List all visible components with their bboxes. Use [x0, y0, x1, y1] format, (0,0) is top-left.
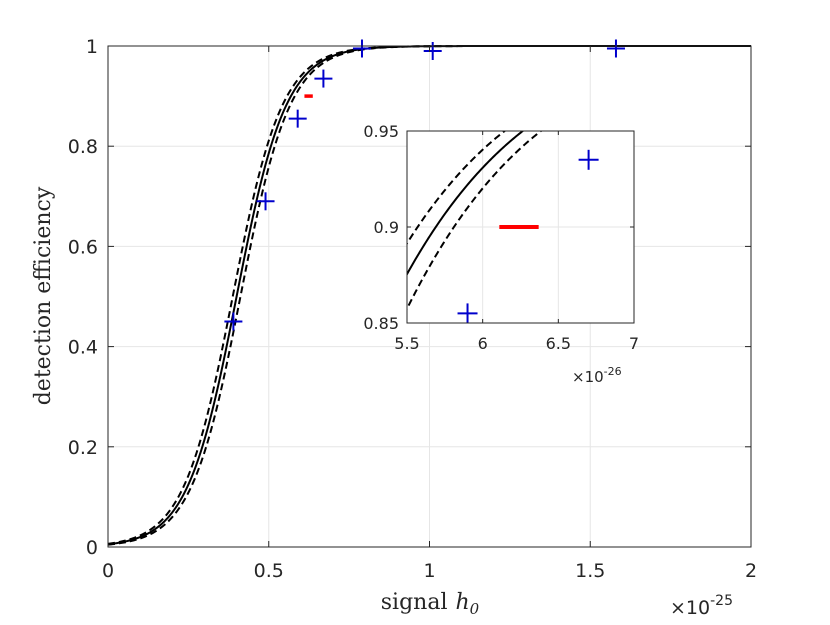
- inset-y-tick-label: 0.85: [363, 314, 399, 333]
- inset-x-tick-label: 6: [478, 334, 488, 353]
- inset-x-tick-label: 5.5: [394, 334, 419, 353]
- inset-data-point-marker: [578, 149, 599, 170]
- data-point-marker: [288, 109, 307, 128]
- inset-axes: 5.5 6 6.5 7 0.85 0.9 0.95 ×10-26: [363, 122, 639, 386]
- inset-fit-curve: [407, 131, 525, 277]
- inset-y-tick-labels: 0.85 0.9 0.95: [363, 122, 399, 333]
- data-point-marker: [314, 69, 333, 88]
- main-x-tick-label: 1.5: [575, 560, 605, 582]
- inset-ticks: [406, 130, 635, 324]
- inset-confidence-bound-curve: [407, 131, 543, 312]
- main-axes: 0 0.5 1 1.5 2 0 0.2 0.4 0.6 0.8 1 signal h0 detect…: [31, 36, 757, 619]
- main-y-tick-label: 1: [86, 36, 98, 58]
- main-ticks: [107, 45, 752, 548]
- main-x-tick-label: 0: [102, 560, 114, 582]
- main-x-tick-label: 1: [423, 560, 435, 582]
- data-point-marker: [256, 192, 275, 211]
- inset-markers: [457, 149, 599, 324]
- main-y-tick-label: 0: [86, 537, 98, 559]
- main-y-tick-label: 0.2: [68, 437, 98, 459]
- inset-x-tick-label: 7: [629, 334, 639, 353]
- main-y-tick-label: 0.4: [68, 337, 98, 359]
- x-axis-exponent: ×10-25: [670, 593, 733, 619]
- inset-x-axis-exponent: ×10-26: [572, 365, 622, 386]
- inset-confidence-bound-curve: [407, 131, 507, 246]
- main-markers: [224, 39, 625, 331]
- main-x-tick-labels: 0 0.5 1 1.5 2: [102, 560, 757, 582]
- inset-curves: [407, 131, 543, 312]
- inset-x-tick-label: 6.5: [546, 334, 571, 353]
- y-axis-label: detection efficiency: [31, 186, 56, 405]
- data-point-marker: [606, 39, 625, 58]
- main-x-tick-label: 0.5: [254, 560, 284, 582]
- data-point-marker: [224, 312, 243, 331]
- main-y-tick-labels: 0 0.2 0.4 0.6 0.8 1: [68, 36, 98, 559]
- inset-y-tick-label: 0.95: [363, 122, 399, 141]
- inset-data-point-marker: [457, 303, 478, 324]
- data-point-marker: [352, 39, 371, 58]
- main-x-tick-label: 2: [745, 560, 757, 582]
- inset-x-tick-labels: 5.5 6 6.5 7: [394, 334, 639, 353]
- data-point-marker: [423, 42, 442, 61]
- main-y-tick-label: 0.8: [68, 136, 98, 158]
- main-y-tick-label: 0.6: [68, 236, 98, 258]
- inset-y-tick-label: 0.9: [374, 218, 399, 237]
- x-axis-label: signal h0: [381, 590, 480, 618]
